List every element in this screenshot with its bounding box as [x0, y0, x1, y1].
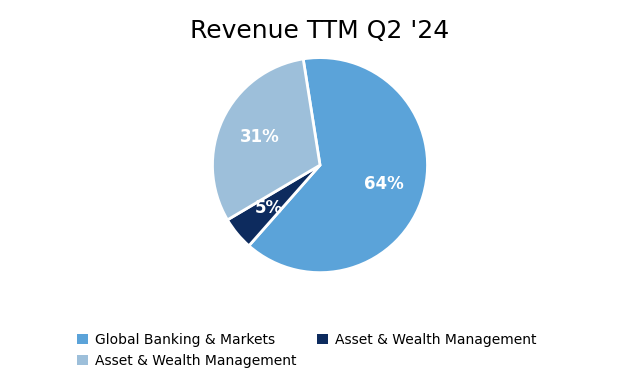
Legend: Global Banking & Markets, Asset & Wealth Management, Asset & Wealth Management: Global Banking & Markets, Asset & Wealth…	[71, 327, 542, 373]
Text: 31%: 31%	[240, 128, 280, 146]
Wedge shape	[212, 59, 320, 220]
Wedge shape	[227, 165, 320, 246]
Text: 5%: 5%	[255, 199, 283, 217]
Text: 64%: 64%	[364, 175, 404, 193]
Text: Revenue TTM Q2 '24: Revenue TTM Q2 '24	[190, 19, 450, 43]
Wedge shape	[249, 58, 428, 273]
